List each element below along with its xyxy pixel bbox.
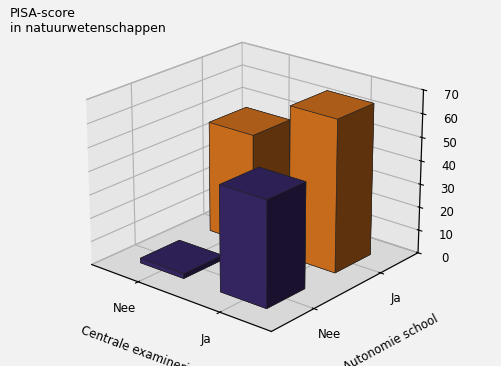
Text: PISA-score
in natuurwetenschappen: PISA-score in natuurwetenschappen <box>10 7 165 36</box>
X-axis label: Centrale examinering: Centrale examinering <box>79 324 204 366</box>
Y-axis label: Autonomie school: Autonomie school <box>340 312 439 366</box>
